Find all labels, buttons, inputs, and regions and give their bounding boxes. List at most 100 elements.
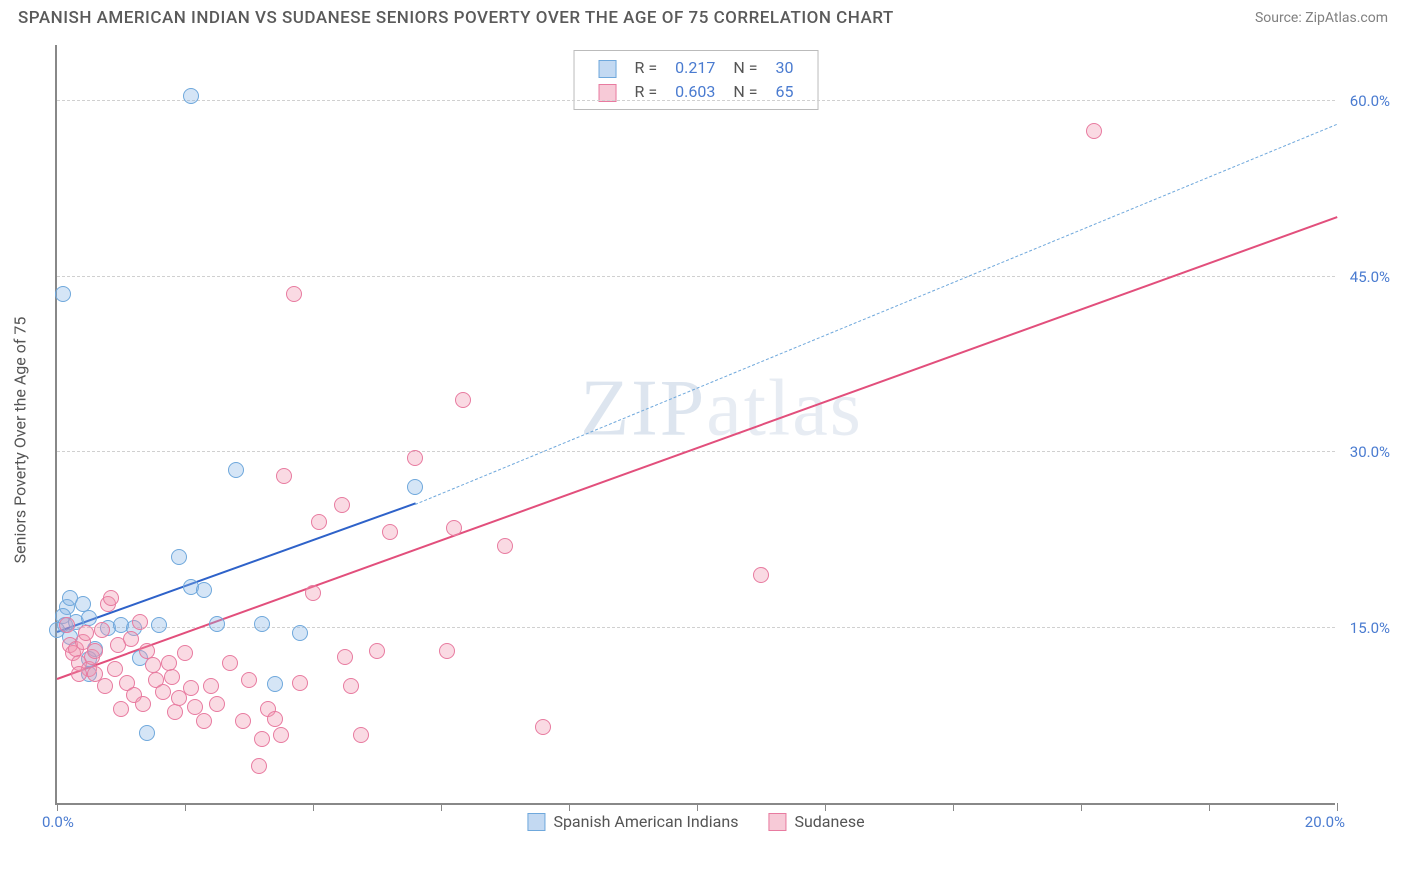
legend-r-value-2: 0.603 xyxy=(667,81,723,103)
data-point xyxy=(251,758,267,774)
data-point xyxy=(59,617,75,633)
trend-line xyxy=(57,216,1338,680)
data-point xyxy=(292,625,308,641)
watermark-thin: atlas xyxy=(706,364,863,452)
legend-swatch-icon xyxy=(527,813,545,831)
data-point xyxy=(407,479,423,495)
data-point xyxy=(276,468,292,484)
data-point xyxy=(286,286,302,302)
y-tick-label: 15.0% xyxy=(1350,619,1390,637)
data-point xyxy=(167,704,183,720)
x-tick xyxy=(185,803,186,811)
x-axis-max-label: 20.0% xyxy=(1305,813,1345,831)
data-point xyxy=(71,666,87,682)
data-point xyxy=(196,582,212,598)
data-point xyxy=(183,88,199,104)
data-point xyxy=(369,643,385,659)
data-point xyxy=(439,643,455,659)
x-tick xyxy=(1209,803,1210,811)
data-point xyxy=(254,731,270,747)
data-point xyxy=(81,610,97,626)
data-point xyxy=(267,711,283,727)
legend-n-value-1: 30 xyxy=(767,57,801,79)
data-point xyxy=(78,625,94,641)
legend-row-series-2: R = 0.603 N = 65 xyxy=(591,81,802,103)
data-point xyxy=(107,661,123,677)
data-point xyxy=(1086,123,1102,139)
data-point xyxy=(228,462,244,478)
data-point xyxy=(145,657,161,673)
legend-swatch-2 xyxy=(599,84,617,102)
gridline-h xyxy=(57,627,1335,628)
title-bar: SPANISH AMERICAN INDIAN VS SUDANESE SENI… xyxy=(0,0,1406,32)
source-label: Source: ZipAtlas.com xyxy=(1255,10,1388,26)
data-point xyxy=(97,678,113,694)
data-point xyxy=(132,614,148,630)
legend-r-value-1: 0.217 xyxy=(667,57,723,79)
data-point xyxy=(94,622,110,638)
data-point xyxy=(273,727,289,743)
legend-n-label: N = xyxy=(725,81,765,103)
data-point xyxy=(187,699,203,715)
data-point xyxy=(62,590,78,606)
data-point xyxy=(103,590,119,606)
data-point xyxy=(196,713,212,729)
data-point xyxy=(535,719,551,735)
x-axis-min-label: 0.0% xyxy=(42,813,74,831)
watermark-bold: ZIP xyxy=(580,364,706,452)
legend-label-2: Sudanese xyxy=(794,812,864,831)
data-point xyxy=(209,696,225,712)
data-point xyxy=(292,675,308,691)
data-point xyxy=(139,725,155,741)
data-point xyxy=(55,286,71,302)
x-tick xyxy=(825,803,826,811)
data-point xyxy=(407,450,423,466)
data-point xyxy=(135,696,151,712)
legend-r-label: R = xyxy=(627,57,666,79)
legend-swatch-1 xyxy=(599,60,617,78)
legend-item-1: Spanish American Indians xyxy=(527,812,738,831)
x-tick xyxy=(441,803,442,811)
data-point xyxy=(209,616,225,632)
x-tick xyxy=(1081,803,1082,811)
trend-line xyxy=(415,124,1337,505)
data-point xyxy=(334,497,350,513)
data-point xyxy=(171,549,187,565)
data-point xyxy=(155,684,171,700)
data-point xyxy=(446,520,462,536)
y-axis-label: Seniors Poverty Over the Age of 75 xyxy=(11,317,30,564)
data-point xyxy=(151,617,167,633)
data-point xyxy=(203,678,219,694)
x-tick xyxy=(313,803,314,811)
data-point xyxy=(177,645,193,661)
legend-row-series-1: R = 0.217 N = 30 xyxy=(591,57,802,79)
plot-container: Seniors Poverty Over the Age of 75 ZIPat… xyxy=(55,45,1380,835)
legend-n-label: N = xyxy=(725,57,765,79)
x-tick xyxy=(697,803,698,811)
gridline-h xyxy=(57,451,1335,452)
chart-title: SPANISH AMERICAN INDIAN VS SUDANESE SENI… xyxy=(18,8,894,28)
gridline-h xyxy=(57,276,1335,277)
legend-swatch-icon xyxy=(768,813,786,831)
data-point xyxy=(241,672,257,688)
data-point xyxy=(382,524,398,540)
data-point xyxy=(311,514,327,530)
series-legend: Spanish American Indians Sudanese xyxy=(527,812,864,831)
data-point xyxy=(164,669,180,685)
x-tick xyxy=(1337,803,1338,811)
data-point xyxy=(222,655,238,671)
data-point xyxy=(183,680,199,696)
x-tick xyxy=(569,803,570,811)
legend-label-1: Spanish American Indians xyxy=(553,812,738,831)
data-point xyxy=(87,643,103,659)
x-tick xyxy=(57,803,58,811)
legend-item-2: Sudanese xyxy=(768,812,864,831)
legend-n-value-2: 65 xyxy=(767,81,801,103)
x-tick xyxy=(953,803,954,811)
data-point xyxy=(254,616,270,632)
data-point xyxy=(123,631,139,647)
data-point xyxy=(235,713,251,729)
data-point xyxy=(497,538,513,554)
data-point xyxy=(455,392,471,408)
y-tick-label: 30.0% xyxy=(1350,443,1390,461)
